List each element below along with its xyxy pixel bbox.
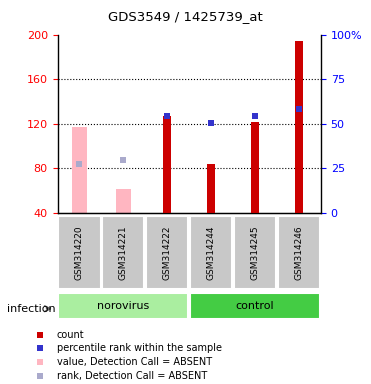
Text: GSM314220: GSM314220 — [75, 225, 84, 280]
Bar — [190, 293, 320, 319]
Text: infection: infection — [7, 304, 56, 314]
Text: rank, Detection Call = ABSENT: rank, Detection Call = ABSENT — [57, 371, 207, 381]
Bar — [207, 164, 215, 213]
Bar — [190, 216, 232, 289]
Bar — [295, 41, 303, 213]
Text: percentile rank within the sample: percentile rank within the sample — [57, 343, 222, 353]
Text: GDS3549 / 1425739_at: GDS3549 / 1425739_at — [108, 10, 263, 23]
Bar — [234, 216, 276, 289]
Bar — [163, 116, 171, 213]
Bar — [102, 216, 144, 289]
Text: GSM314246: GSM314246 — [295, 225, 303, 280]
Text: GSM314245: GSM314245 — [250, 225, 260, 280]
Text: value, Detection Call = ABSENT: value, Detection Call = ABSENT — [57, 357, 212, 367]
Bar — [278, 216, 320, 289]
Bar — [116, 189, 131, 213]
Text: GSM314244: GSM314244 — [207, 225, 216, 280]
Bar — [72, 127, 87, 213]
Bar — [146, 216, 188, 289]
Text: norovirus: norovirus — [97, 301, 150, 311]
Text: count: count — [57, 330, 85, 340]
Text: control: control — [236, 301, 275, 311]
Text: GSM314221: GSM314221 — [119, 225, 128, 280]
Bar — [251, 122, 259, 213]
Text: GSM314222: GSM314222 — [163, 225, 172, 280]
Bar — [58, 216, 101, 289]
Bar — [58, 293, 188, 319]
